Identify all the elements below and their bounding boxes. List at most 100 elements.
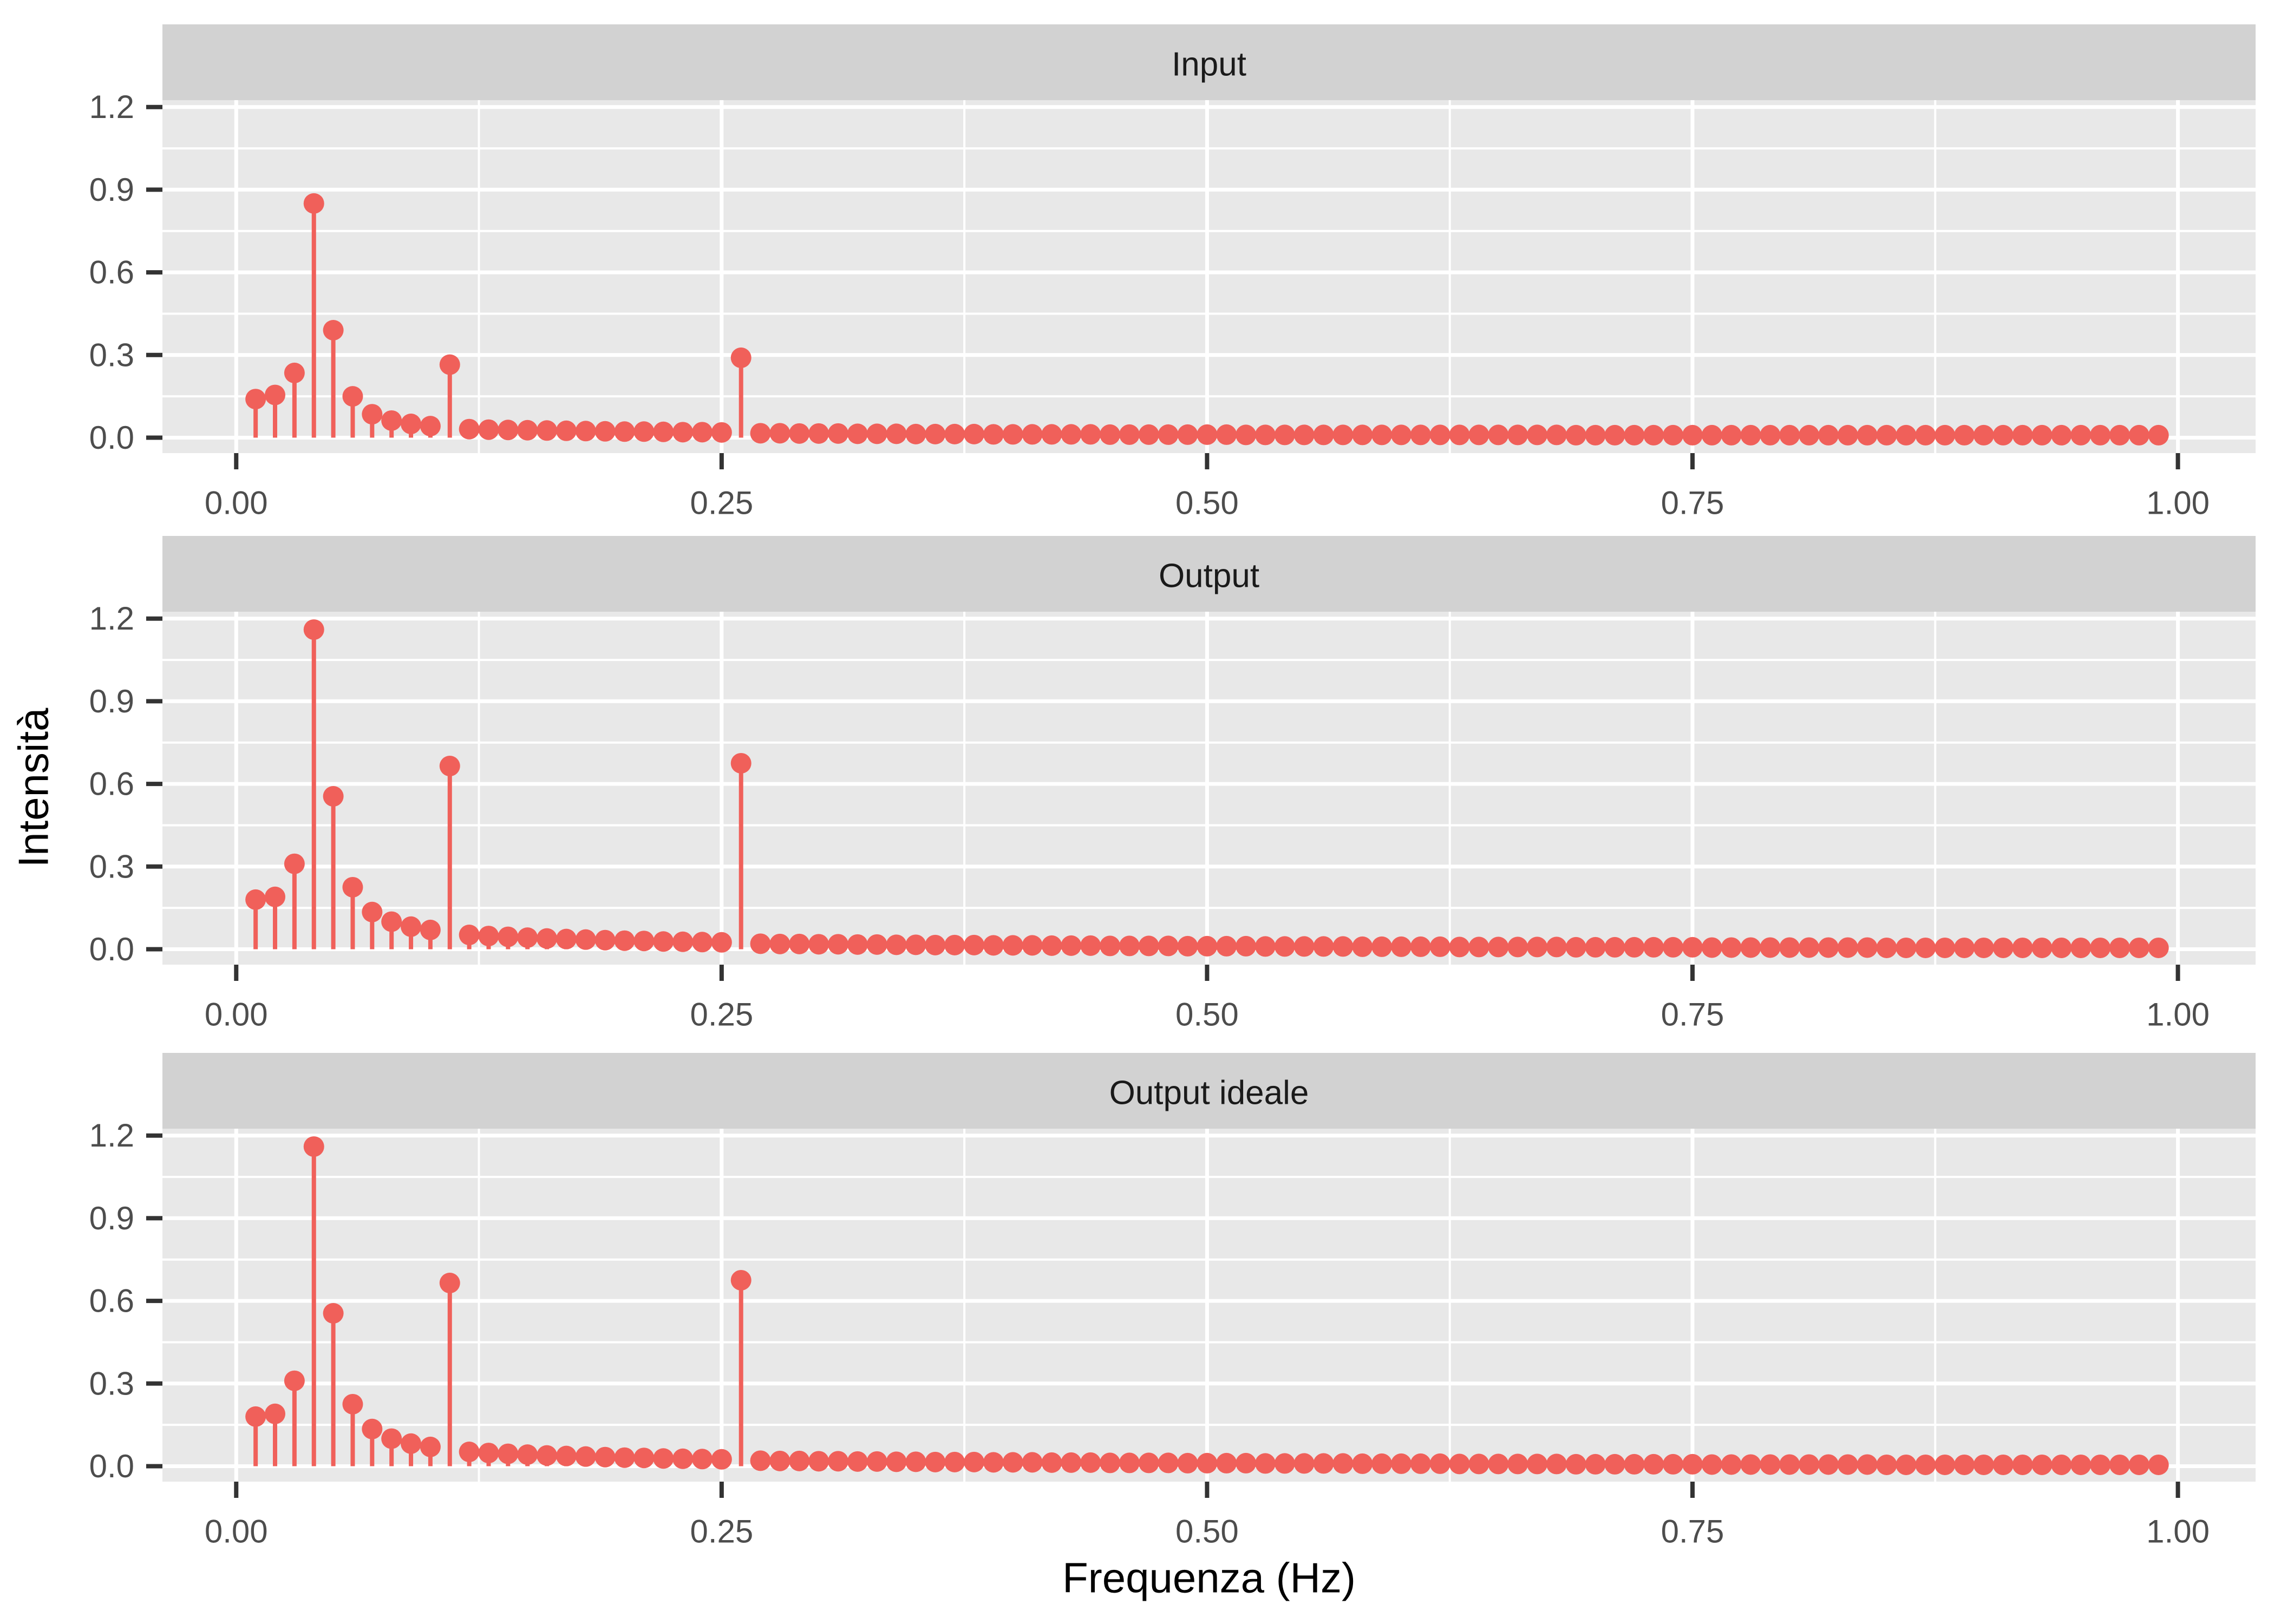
data-point	[1624, 1453, 1645, 1475]
data-point	[1527, 424, 1548, 446]
data-point	[653, 1448, 674, 1469]
data-point	[517, 927, 538, 948]
data-point	[1002, 935, 1023, 956]
data-point	[1100, 1452, 1121, 1474]
data-point	[730, 752, 752, 774]
data-point	[1624, 424, 1645, 446]
strip-label: Input	[1172, 46, 1246, 83]
strip-label: Output	[1159, 558, 1259, 595]
data-point	[245, 389, 266, 410]
data-point	[401, 1433, 422, 1454]
data-point	[866, 423, 887, 444]
data-point	[1080, 424, 1101, 445]
data-point	[1274, 1453, 1295, 1474]
data-point	[2012, 937, 2033, 958]
data-point	[342, 386, 363, 407]
data-point	[381, 410, 402, 431]
data-point	[1371, 1453, 1393, 1474]
data-point	[245, 889, 266, 910]
data-point	[1876, 937, 1897, 958]
data-point	[2031, 424, 2053, 446]
data-point	[828, 934, 849, 955]
data-point	[1546, 937, 1567, 958]
data-point	[1604, 1453, 1625, 1475]
data-point	[1954, 1454, 1975, 1475]
data-point	[1197, 1452, 1218, 1474]
data-point	[2031, 1454, 2053, 1475]
data-point	[711, 932, 732, 953]
data-point	[1429, 1453, 1450, 1474]
data-point	[1760, 424, 1781, 446]
data-point	[420, 919, 441, 940]
data-point	[303, 619, 324, 640]
data-point	[1896, 937, 1917, 958]
data-point	[1449, 937, 1470, 958]
data-point	[886, 1451, 907, 1472]
data-point	[1041, 424, 1062, 445]
data-point	[342, 1393, 363, 1415]
data-point	[905, 1451, 926, 1472]
data-point	[2128, 424, 2149, 446]
data-point	[2012, 1454, 2033, 1475]
data-point	[362, 901, 383, 922]
data-point	[1488, 424, 1509, 446]
data-point	[2090, 424, 2111, 446]
data-point	[1410, 1453, 1431, 1474]
data-point	[1799, 937, 1820, 958]
data-point	[905, 934, 926, 955]
data-point	[575, 421, 596, 442]
x-tick-label: 0.75	[1661, 997, 1724, 1033]
data-point	[1935, 1454, 1956, 1475]
data-point	[1740, 1454, 1761, 1475]
data-point	[1274, 424, 1295, 446]
data-point	[1429, 936, 1450, 957]
data-point	[1604, 937, 1625, 958]
data-point	[866, 934, 887, 955]
data-point	[964, 934, 985, 955]
data-point	[944, 934, 965, 955]
data-point	[1410, 936, 1431, 957]
data-point	[1507, 937, 1528, 958]
data-point	[478, 419, 499, 440]
data-point	[498, 1443, 519, 1464]
data-point	[323, 1303, 344, 1324]
data-point	[401, 414, 422, 435]
data-point	[594, 929, 616, 951]
data-point	[1391, 1453, 1412, 1474]
data-point	[1527, 1453, 1548, 1475]
data-point	[1429, 424, 1450, 446]
data-point	[1992, 424, 2014, 446]
data-point	[1604, 424, 1625, 446]
data-point	[1935, 937, 1956, 958]
data-point	[2090, 1454, 2111, 1475]
data-point	[1293, 424, 1315, 446]
strip-background	[162, 24, 2256, 100]
data-point	[1663, 937, 1684, 958]
panel-background	[162, 100, 2256, 453]
data-point	[1876, 1454, 1897, 1475]
data-point	[711, 1449, 732, 1470]
data-point	[808, 1451, 829, 1472]
data-point	[808, 934, 829, 955]
data-point	[1857, 937, 1878, 958]
y-tick-label: 0.6	[89, 766, 134, 802]
data-point	[1721, 424, 1742, 446]
data-point	[1585, 1453, 1606, 1475]
data-point	[439, 354, 460, 375]
data-point	[381, 1428, 402, 1449]
data-point	[1391, 424, 1412, 446]
data-point	[750, 423, 771, 444]
x-tick-label: 1.00	[2146, 1514, 2210, 1550]
x-tick-label: 0.00	[205, 997, 268, 1033]
x-tick-label: 1.00	[2146, 485, 2210, 521]
data-point	[1119, 1452, 1140, 1474]
data-point	[2051, 937, 2072, 958]
x-tick-label: 1.00	[2146, 997, 2210, 1033]
data-point	[633, 931, 655, 952]
data-point	[1682, 1453, 1703, 1475]
data-point	[1992, 937, 2014, 958]
y-tick-label: 0.6	[89, 1283, 134, 1319]
data-point	[1255, 424, 1276, 446]
y-tick-label: 0.3	[89, 1365, 134, 1402]
data-point	[1002, 1452, 1023, 1473]
